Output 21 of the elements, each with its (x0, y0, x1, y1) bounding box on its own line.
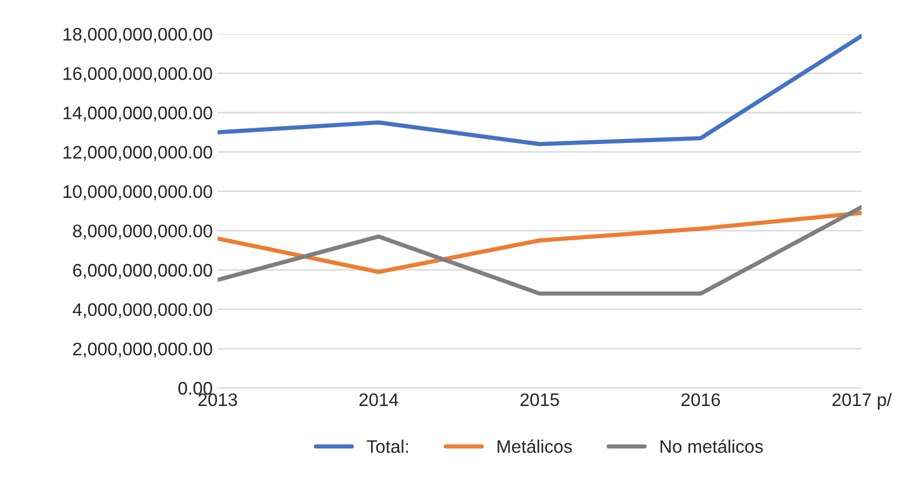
line-series (218, 204, 862, 296)
y-tick-label: 6,000,000,000.00 (73, 264, 212, 279)
x-tick-label: 2014 (360, 393, 398, 406)
legend-label: No metálicos (660, 439, 763, 453)
y-tick-label: 18,000,000,000.00 (64, 28, 212, 43)
y-tick-label: 10,000,000,000.00 (64, 185, 212, 200)
x-tick-label: 2016 (681, 393, 720, 406)
y-tick-label: 14,000,000,000.00 (64, 106, 212, 122)
y-tick-label: 16,000,000,000.00 (64, 67, 212, 82)
legend-label: Metálicos (498, 439, 572, 453)
y-tick-label: 0.00 (178, 382, 212, 395)
legend-label: Total: (366, 440, 408, 453)
x-tick-label: 2017 p/ (832, 392, 892, 410)
line-series (218, 210, 862, 274)
y-tick-label: 2,000,000,000.00 (73, 342, 212, 358)
x-tick-label: 2013 (198, 393, 237, 406)
x-tick-label: 2015 (520, 393, 559, 406)
y-tick-label: 12,000,000,000.00 (64, 146, 212, 161)
y-tick-label: 8,000,000,000.00 (73, 224, 212, 240)
y-tick-label: 4,000,000,000.00 (72, 303, 212, 318)
line-series (218, 34, 862, 146)
